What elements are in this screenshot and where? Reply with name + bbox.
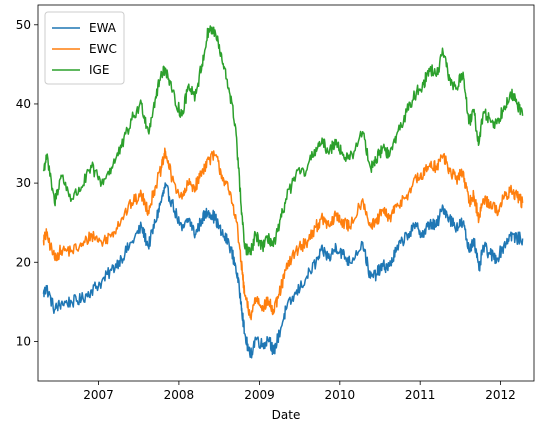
x-tick-label: 2010 bbox=[325, 388, 356, 402]
y-tick-label: 40 bbox=[16, 97, 31, 111]
y-tick-label: 30 bbox=[16, 176, 31, 190]
x-tick-label: 2012 bbox=[485, 388, 516, 402]
x-tick-label: 2011 bbox=[405, 388, 436, 402]
x-axis-label: Date bbox=[272, 408, 301, 422]
legend: EWA EWC IGE bbox=[45, 12, 124, 84]
legend-label-ewc: EWC bbox=[89, 42, 117, 56]
legend-label-ewa: EWA bbox=[89, 21, 117, 35]
y-tick-label: 20 bbox=[16, 255, 31, 269]
y-tick-label: 10 bbox=[16, 334, 31, 348]
legend-label-ige: IGE bbox=[89, 63, 109, 77]
x-tick-label: 2009 bbox=[244, 388, 275, 402]
y-tick-label: 50 bbox=[16, 18, 31, 32]
x-tick-label: 2007 bbox=[83, 388, 114, 402]
x-tick-label: 2008 bbox=[164, 388, 195, 402]
